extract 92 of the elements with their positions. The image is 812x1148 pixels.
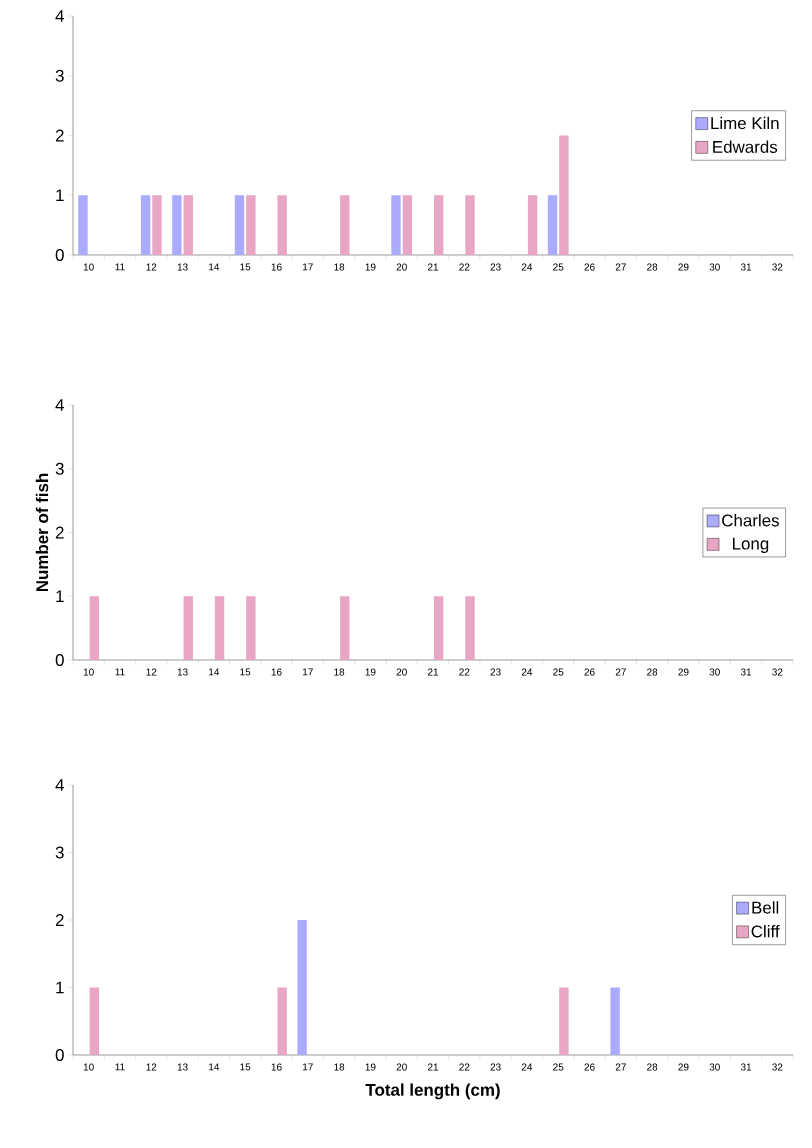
y-tick-label: 1 bbox=[56, 981, 64, 994]
y-tick-label: 0 bbox=[55, 653, 64, 666]
x-tick-label: 24 bbox=[521, 263, 533, 271]
x-tick-label: 12 bbox=[146, 263, 157, 271]
x-tick-label: 10 bbox=[83, 1063, 94, 1071]
y-tick-label: 1 bbox=[56, 189, 64, 202]
x-tick-label: 22 bbox=[459, 668, 470, 676]
x-tick-label: 28 bbox=[647, 263, 658, 271]
x-tick-label: 25 bbox=[553, 263, 564, 271]
x-tick-label: 12 bbox=[146, 1063, 157, 1071]
x-tick-label: 25 bbox=[553, 668, 564, 676]
x-tick-label: 12 bbox=[146, 668, 157, 676]
x-tick-label: 31 bbox=[740, 668, 752, 676]
y-tick-label: 4 bbox=[55, 779, 64, 791]
x-tick-label: 22 bbox=[459, 1063, 470, 1071]
x-tick-label: 29 bbox=[678, 1063, 689, 1071]
x-tick-label: 27 bbox=[615, 668, 626, 676]
y-tick-label: 2 bbox=[55, 914, 64, 926]
x-tick-label: 26 bbox=[584, 1063, 595, 1071]
x-tick-label: 19 bbox=[365, 1063, 376, 1071]
x-tick-label: 13 bbox=[177, 668, 188, 676]
x-tick-label: 11 bbox=[115, 1063, 125, 1071]
x-tick-label: 10 bbox=[83, 668, 94, 676]
x-tick-label: 25 bbox=[553, 1063, 564, 1071]
x-tick-label: 28 bbox=[647, 668, 658, 676]
y-tick-label: 4 bbox=[55, 10, 64, 22]
y-tick-label: 3 bbox=[55, 846, 64, 859]
x-tick-label: 18 bbox=[334, 1063, 345, 1071]
x-tick-label: 19 bbox=[365, 263, 376, 271]
x-tick-label: 13 bbox=[177, 1063, 188, 1071]
y-tick-label: 2 bbox=[55, 526, 64, 539]
x-tick-label: 14 bbox=[209, 263, 220, 271]
x-tick-label: 17 bbox=[303, 668, 313, 676]
x-tick-label: 26 bbox=[584, 668, 595, 676]
y-tick-label: 1 bbox=[56, 590, 64, 603]
x-tick-label: 15 bbox=[240, 1063, 251, 1071]
x-tick-label: 10 bbox=[83, 263, 94, 271]
x-tick-label: 22 bbox=[459, 263, 470, 271]
x-tick-label: 20 bbox=[396, 1063, 407, 1071]
x-tick-label: 27 bbox=[615, 263, 626, 271]
x-tick-label: 17 bbox=[303, 263, 313, 271]
x-tick-label: 26 bbox=[584, 263, 595, 271]
legend-label: Lime Kiln bbox=[711, 116, 779, 130]
x-tick-label: 15 bbox=[240, 263, 251, 271]
legend-label: Bell bbox=[752, 901, 779, 914]
x-tick-label: 18 bbox=[334, 263, 345, 271]
x-tick-label: 30 bbox=[709, 1063, 720, 1071]
x-tick-label: 19 bbox=[365, 668, 376, 676]
legend-label: Charles bbox=[722, 514, 779, 527]
y-tick-label: 0 bbox=[55, 248, 64, 261]
x-tick-label: 21 bbox=[427, 1063, 439, 1071]
x-tick-label: 24 bbox=[521, 1063, 533, 1071]
x-tick-label: 16 bbox=[271, 1063, 282, 1071]
x-tick-label: 21 bbox=[427, 263, 439, 271]
x-tick-label: 11 bbox=[115, 263, 125, 271]
x-tick-label: 23 bbox=[490, 1063, 501, 1071]
x-tick-label: 15 bbox=[240, 668, 251, 676]
x-tick-label: 31 bbox=[740, 1063, 752, 1071]
x-tick-label: 32 bbox=[772, 263, 783, 271]
y-tick-label: 0 bbox=[55, 1048, 64, 1061]
y-tick-label: 3 bbox=[55, 462, 64, 475]
x-tick-label: 30 bbox=[709, 263, 720, 271]
x-tick-label: 16 bbox=[271, 668, 282, 676]
x-tick-label: 13 bbox=[177, 263, 188, 271]
x-tick-label: 32 bbox=[772, 668, 783, 676]
y-axis-title: Number of fish bbox=[35, 473, 49, 592]
x-tick-label: 17 bbox=[303, 1063, 313, 1071]
y-tick-label: 4 bbox=[55, 399, 64, 411]
x-tick-label: 29 bbox=[678, 263, 689, 271]
legend-label: Cliff bbox=[751, 924, 780, 938]
x-tick-label: 28 bbox=[647, 1063, 658, 1071]
x-tick-label: 27 bbox=[615, 1063, 626, 1071]
legend-label: Edwards bbox=[713, 140, 778, 153]
x-tick-label: 32 bbox=[772, 1063, 783, 1071]
x-tick-label: 11 bbox=[115, 668, 125, 676]
x-tick-label: 16 bbox=[271, 263, 282, 271]
y-tick-label: 3 bbox=[55, 69, 64, 82]
x-tick-label: 21 bbox=[427, 668, 439, 676]
x-axis-title: Total length (cm) bbox=[365, 1083, 500, 1100]
x-tick-label: 30 bbox=[709, 668, 720, 676]
x-tick-label: 20 bbox=[396, 263, 407, 271]
x-tick-label: 29 bbox=[678, 668, 689, 676]
x-tick-label: 14 bbox=[209, 668, 220, 676]
x-tick-label: 14 bbox=[209, 1063, 220, 1071]
y-tick-label: 2 bbox=[55, 129, 64, 142]
x-tick-label: 23 bbox=[490, 668, 501, 676]
x-tick-label: 18 bbox=[334, 668, 345, 676]
x-tick-label: 23 bbox=[490, 263, 501, 271]
x-tick-label: 24 bbox=[521, 668, 533, 676]
x-tick-label: 31 bbox=[740, 263, 752, 271]
x-tick-label: 20 bbox=[396, 668, 407, 676]
legend-label: Long bbox=[732, 537, 769, 553]
